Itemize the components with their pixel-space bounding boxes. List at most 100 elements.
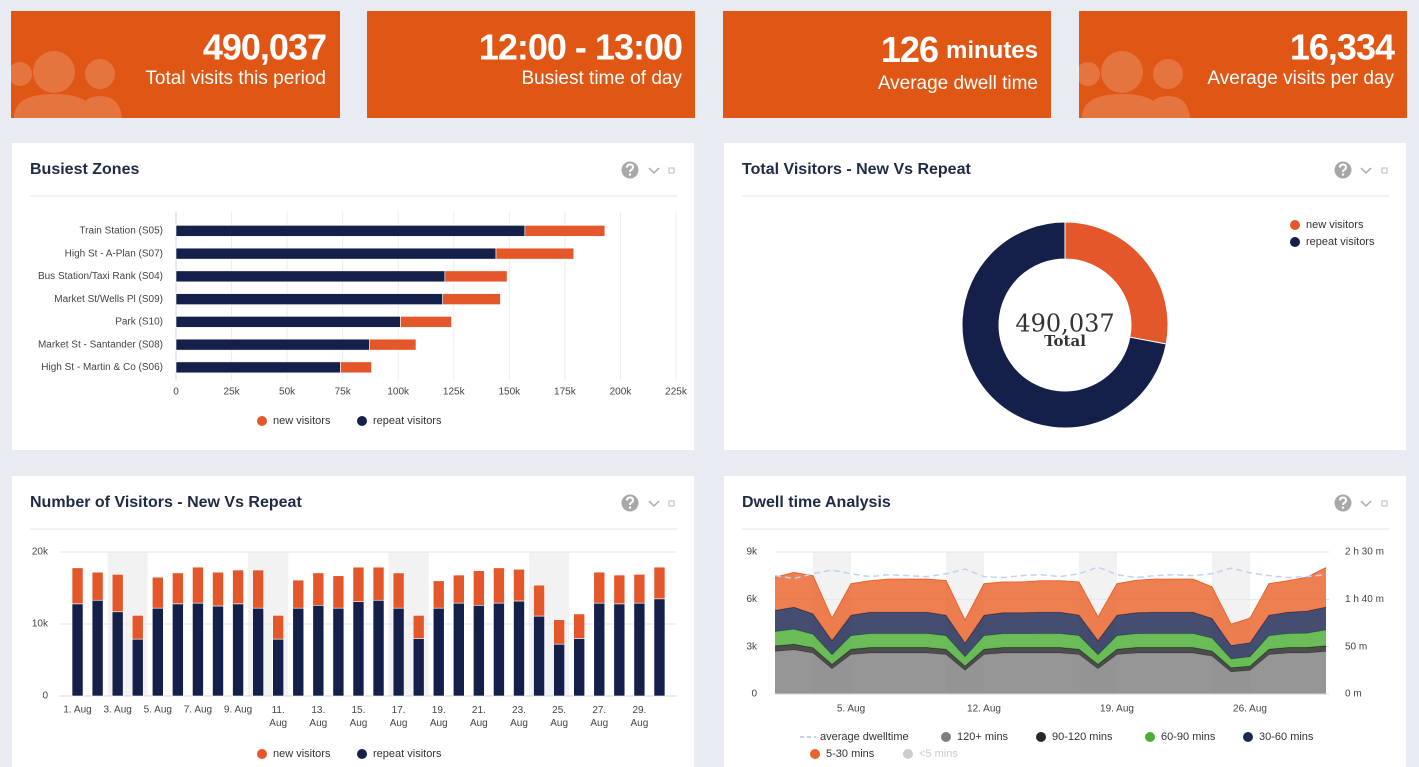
y2-tick-label: 1 h 40 m — [1345, 594, 1384, 605]
bar-segment — [71, 603, 84, 697]
bar-segment — [633, 574, 646, 604]
bar-segment — [312, 572, 325, 606]
legend-label[interactable]: 30-60 mins — [1259, 731, 1314, 743]
help-button[interactable] — [1334, 161, 1352, 179]
bar-segment — [175, 361, 341, 374]
legend-label[interactable]: average dwelltime — [820, 731, 909, 743]
kpi-card — [11, 11, 340, 118]
y-tick-label: Train Station (S05) — [79, 226, 163, 237]
y-tick-label: 3k — [746, 641, 758, 652]
collapse-button[interactable] — [1360, 167, 1372, 175]
x-tick-label: 19. Aug — [430, 705, 448, 729]
donut-slice — [961, 221, 1167, 429]
bar-segment — [232, 603, 244, 697]
bar-segment — [452, 574, 465, 604]
legend-label[interactable]: 120+ mins — [957, 731, 1009, 743]
kpi-value-group: 126 minutes — [881, 29, 1038, 70]
bar-segment — [212, 605, 224, 697]
bar-segment — [533, 615, 545, 697]
y-tick-label: Market St/Wells Pl (S09) — [54, 294, 163, 305]
bar-segment — [175, 247, 497, 260]
bar-segment — [452, 602, 465, 697]
kpi-label: Average dwell time — [878, 73, 1038, 94]
panel-title: Number of Visitors - New Vs Repeat — [30, 494, 302, 511]
x-tick-label: 27. Aug — [590, 705, 608, 729]
x-tick-label: 150k — [498, 387, 521, 398]
collapse-button[interactable] — [648, 500, 660, 508]
area-fill — [775, 607, 1326, 659]
legend-label[interactable]: 90-120 mins — [1052, 731, 1113, 743]
menu-button[interactable] — [668, 500, 675, 507]
y-tick-label: 0 — [42, 691, 48, 702]
legend-swatch — [810, 749, 820, 759]
y-tick-label: 10k — [32, 619, 49, 630]
bar-segment — [633, 602, 646, 697]
menu-button[interactable] — [1381, 167, 1388, 174]
y-tick-label: Market St - Santander (S08) — [38, 339, 163, 350]
legend-label[interactable]: 5-30 mins — [826, 748, 875, 760]
kpi-value: 16,334 — [1290, 27, 1395, 68]
bar-segment — [272, 615, 285, 640]
bar-segment — [192, 602, 204, 697]
kpi-card — [723, 11, 1051, 118]
bar-segment — [412, 615, 425, 639]
legend-swatch — [1145, 732, 1155, 742]
menu-button[interactable] — [1381, 500, 1388, 507]
x-tick-label: 15. Aug — [350, 705, 368, 729]
x-tick-label: 3. Aug — [103, 705, 131, 716]
help-button[interactable] — [621, 161, 639, 179]
legend-swatch — [1243, 732, 1253, 742]
x-tick-label: 25. Aug — [550, 705, 568, 729]
bar-segment — [573, 613, 586, 639]
people-icon — [8, 51, 122, 118]
bar-segment — [252, 607, 264, 697]
y-tick-label: Bus Station/Taxi Rank (S04) — [38, 271, 163, 282]
bar-segment — [473, 604, 485, 697]
kpi-unit: minutes — [946, 37, 1038, 64]
bar-segment — [533, 584, 545, 617]
bar-segment — [111, 574, 124, 613]
collapse-button[interactable] — [648, 167, 660, 175]
bar-segment — [332, 575, 345, 609]
legend-label[interactable]: repeat visitors — [373, 415, 442, 427]
help-button[interactable] — [621, 494, 639, 512]
bar-segment — [495, 247, 575, 260]
x-tick-label: 7. Aug — [184, 705, 212, 716]
kpi-value: 490,037 — [203, 27, 326, 68]
legend-label[interactable]: repeat visitors — [1306, 236, 1375, 248]
people-icon — [1076, 51, 1190, 118]
kpi-label: Busiest time of day — [521, 68, 682, 89]
bar-segment — [493, 567, 505, 604]
bar-segment — [340, 361, 372, 374]
x-tick-label: 23. Aug — [510, 705, 528, 729]
bar-segment — [152, 607, 164, 697]
legend-label[interactable]: new visitors — [1306, 219, 1364, 231]
help-button[interactable] — [1334, 494, 1352, 512]
bar-segment — [192, 566, 204, 604]
panel-tools — [621, 161, 675, 179]
bar-segment — [392, 572, 405, 609]
area-fill — [775, 644, 1326, 672]
x-tick-label: 5. Aug — [837, 704, 865, 715]
bar-segment — [272, 638, 285, 697]
x-tick-label: 12. Aug — [967, 704, 1001, 715]
area-fill — [775, 629, 1326, 668]
bar-segment — [412, 638, 425, 697]
legend-label[interactable]: <5 mins — [919, 748, 958, 760]
bar-segment — [444, 270, 508, 283]
bar-segment — [553, 643, 565, 697]
x-tick-label: 1. Aug — [63, 705, 91, 716]
bar-segment — [175, 270, 446, 283]
menu-button[interactable] — [668, 167, 675, 174]
legend-label[interactable]: new visitors — [273, 415, 331, 427]
legend-label[interactable]: repeat visitors — [373, 748, 442, 760]
x-tick-label: 200k — [610, 387, 633, 398]
legend-label[interactable]: 60-90 mins — [1161, 731, 1216, 743]
kpi-value: 126 — [881, 29, 938, 70]
bar-segment — [553, 619, 565, 645]
y-tick-label: 6k — [746, 594, 758, 605]
bar-segment — [312, 604, 325, 697]
legend-label[interactable]: new visitors — [273, 748, 331, 760]
collapse-button[interactable] — [1360, 500, 1372, 508]
y-tick-label: High St - Martin & Co (S06) — [41, 362, 163, 373]
